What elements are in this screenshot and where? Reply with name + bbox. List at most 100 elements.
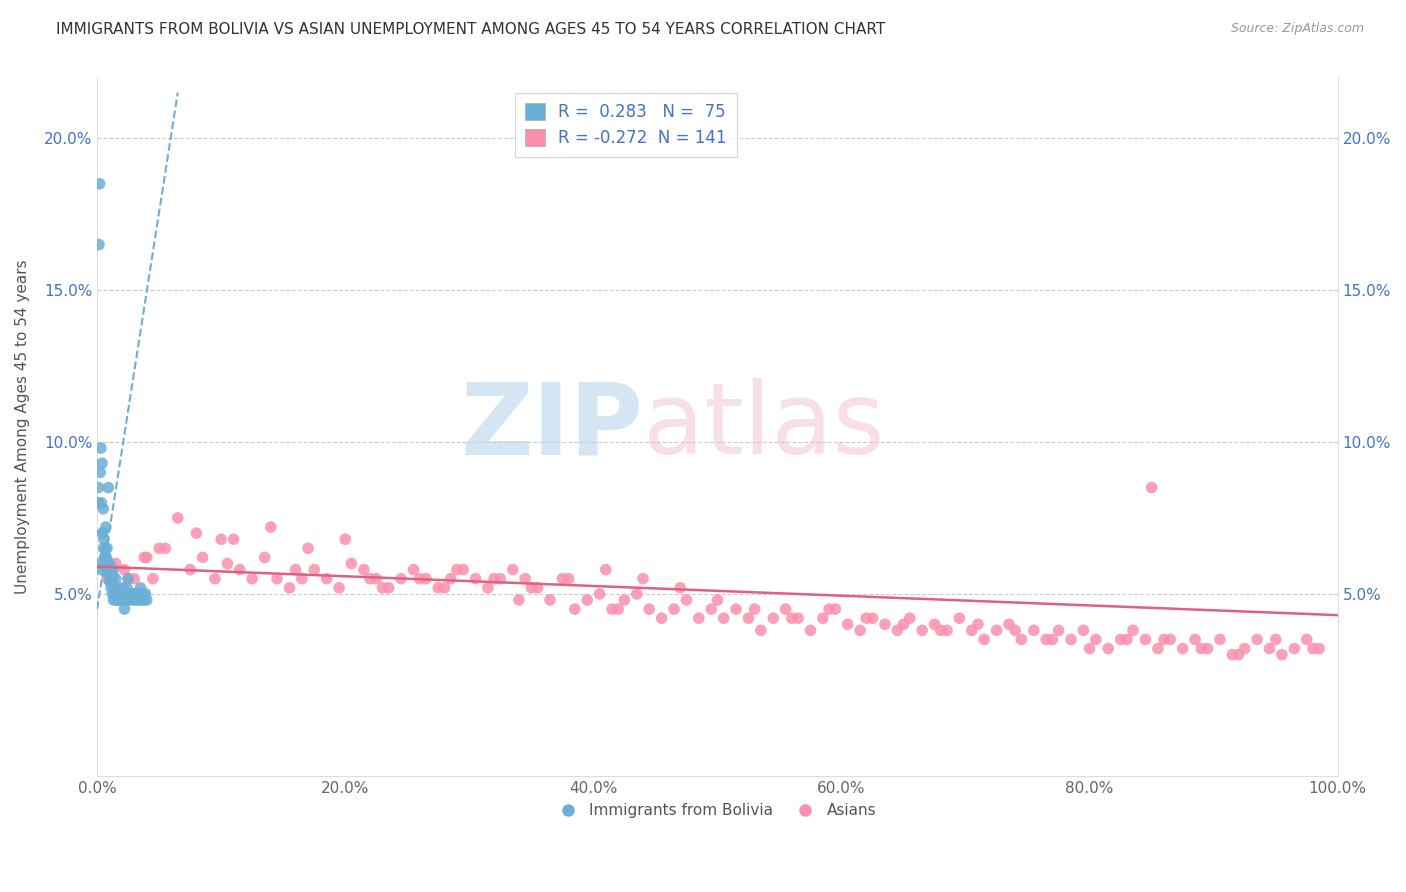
Point: [849, 624, 872, 638]
Point: [1140, 481, 1163, 495]
Point: [1227, 648, 1250, 662]
Point: [787, 611, 810, 625]
Point: [110, 587, 132, 601]
Point: [924, 617, 946, 632]
Point: [87, 496, 110, 510]
Point: [1295, 632, 1317, 647]
Point: [229, 563, 252, 577]
Point: [706, 593, 728, 607]
Point: [302, 563, 325, 577]
Point: [114, 593, 136, 607]
Point: [1147, 641, 1170, 656]
Point: [893, 617, 915, 632]
Point: [1078, 641, 1101, 656]
Y-axis label: Unemployment Among Ages 45 to 54 years: Unemployment Among Ages 45 to 54 years: [15, 260, 30, 594]
Point: [402, 563, 425, 577]
Point: [103, 581, 125, 595]
Point: [104, 572, 127, 586]
Point: [87, 237, 110, 252]
Point: [1115, 632, 1137, 647]
Point: [1135, 632, 1157, 647]
Point: [526, 581, 548, 595]
Point: [90, 563, 112, 577]
Point: [595, 563, 617, 577]
Text: Source: ZipAtlas.com: Source: ZipAtlas.com: [1230, 22, 1364, 36]
Point: [600, 602, 623, 616]
Point: [97, 481, 120, 495]
Point: [651, 611, 673, 625]
Point: [124, 572, 146, 586]
Point: [291, 572, 314, 586]
Point: [104, 587, 127, 601]
Point: [90, 441, 112, 455]
Point: [986, 624, 1008, 638]
Point: [100, 574, 122, 589]
Point: [1271, 648, 1294, 662]
Point: [1073, 624, 1095, 638]
Point: [222, 532, 245, 546]
Point: [898, 611, 921, 625]
Point: [515, 572, 537, 586]
Point: [1220, 648, 1243, 662]
Point: [960, 624, 983, 638]
Point: [89, 177, 111, 191]
Point: [91, 526, 114, 541]
Point: [117, 572, 139, 586]
Point: [108, 587, 131, 601]
Point: [1233, 641, 1256, 656]
Point: [93, 550, 115, 565]
Point: [1171, 641, 1194, 656]
Point: [675, 593, 697, 607]
Point: [1042, 632, 1064, 647]
Point: [91, 526, 114, 541]
Point: [340, 557, 363, 571]
Point: [415, 572, 437, 586]
Point: [94, 557, 117, 571]
Text: IMMIGRANTS FROM BOLIVIA VS ASIAN UNEMPLOYMENT AMONG AGES 45 TO 54 YEARS CORRELAT: IMMIGRANTS FROM BOLIVIA VS ASIAN UNEMPLO…: [56, 22, 886, 37]
Point: [837, 617, 859, 632]
Point: [155, 541, 177, 556]
Point: [1184, 632, 1206, 647]
Point: [97, 568, 120, 582]
Point: [824, 602, 846, 616]
Point: [94, 520, 117, 534]
Point: [94, 541, 117, 556]
Point: [688, 611, 710, 625]
Point: [98, 568, 121, 582]
Point: [217, 557, 239, 571]
Point: [1122, 624, 1144, 638]
Point: [103, 581, 125, 595]
Point: [101, 572, 124, 586]
Point: [936, 624, 959, 638]
Point: [551, 572, 574, 586]
Point: [489, 572, 512, 586]
Point: [132, 587, 155, 601]
Point: [103, 593, 125, 607]
Point: [89, 557, 111, 571]
Point: [104, 593, 127, 607]
Point: [855, 611, 877, 625]
Point: [799, 624, 821, 638]
Point: [377, 581, 399, 595]
Point: [1060, 632, 1083, 647]
Point: [179, 563, 201, 577]
Point: [124, 587, 146, 601]
Point: [108, 593, 131, 607]
Point: [253, 550, 276, 565]
Point: [638, 602, 661, 616]
Point: [775, 602, 797, 616]
Point: [359, 572, 381, 586]
Point: [134, 593, 156, 607]
Point: [122, 587, 145, 601]
Point: [111, 581, 134, 595]
Point: [1047, 624, 1070, 638]
Point: [121, 593, 143, 607]
Point: [98, 557, 121, 571]
Point: [713, 611, 735, 625]
Point: [1302, 641, 1324, 656]
Point: [1097, 641, 1119, 656]
Point: [588, 587, 610, 601]
Point: [1022, 624, 1045, 638]
Point: [89, 466, 111, 480]
Point: [93, 541, 115, 556]
